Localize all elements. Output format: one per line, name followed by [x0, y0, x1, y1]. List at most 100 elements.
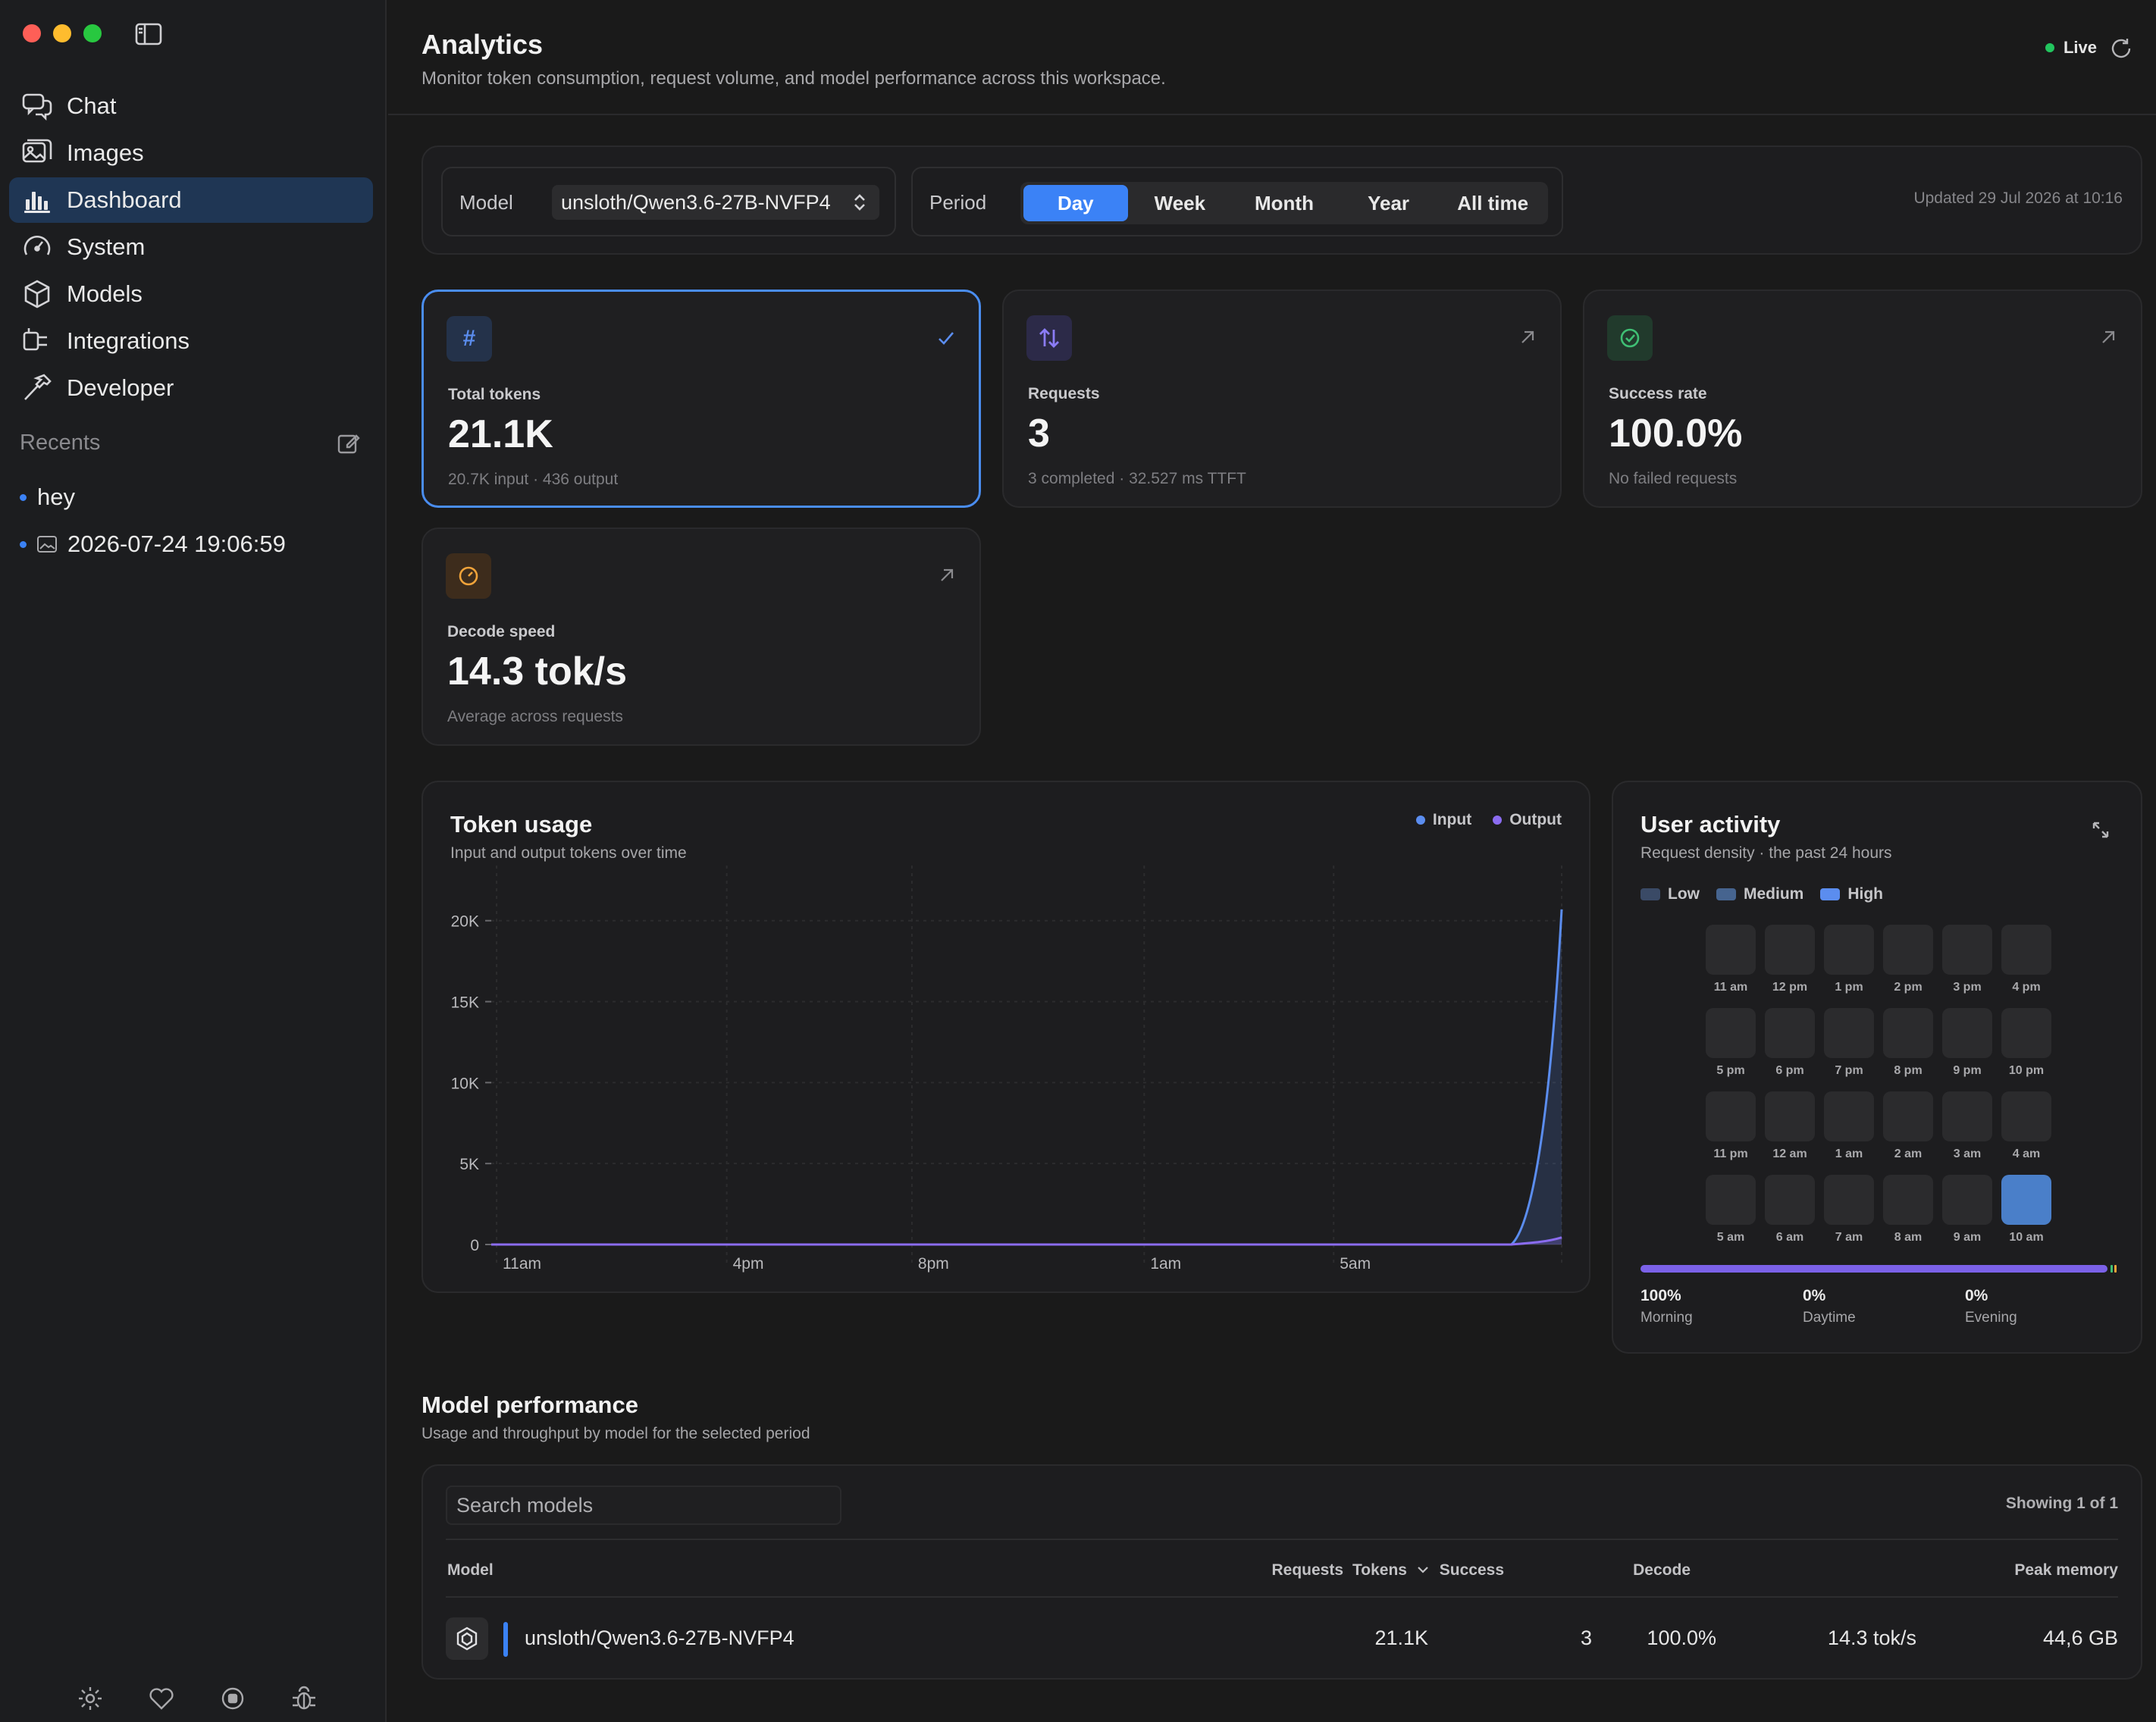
- sidebar-item-label: Dashboard: [67, 186, 182, 213]
- heatmap-cell[interactable]: [1824, 1091, 1874, 1141]
- sidebar-item-developer[interactable]: Developer: [9, 365, 373, 411]
- recents-header: Recents: [20, 430, 361, 456]
- expand-icon[interactable]: [2091, 820, 2111, 840]
- heatmap-hour-label: 6 pm: [1775, 1064, 1804, 1077]
- arrow-up-right-icon[interactable]: [2098, 327, 2118, 347]
- recent-item-label: hey: [37, 484, 75, 510]
- images-icon: [22, 139, 52, 163]
- legend-input[interactable]: Input: [1415, 811, 1471, 829]
- checkmark-icon: [939, 332, 954, 345]
- heatmap-cell[interactable]: [1942, 1175, 1992, 1225]
- heart-icon[interactable]: [147, 1684, 176, 1713]
- token-usage-panel: Token usage Input and output tokens over…: [421, 781, 1590, 1293]
- column-header-success[interactable]: Success: [1439, 1561, 1504, 1579]
- heatmap-cell[interactable]: [2001, 1175, 2051, 1225]
- showing-count: Showing 1 of 1: [2005, 1495, 2118, 1512]
- heatmap-cell[interactable]: [1824, 925, 1874, 975]
- heatmap-cell[interactable]: [1824, 1175, 1874, 1225]
- stat-label: Total tokens: [448, 386, 541, 403]
- heatmap-cell[interactable]: [1706, 1175, 1756, 1225]
- heatmap-cell[interactable]: [1883, 1008, 1933, 1058]
- row-requests: 3: [1580, 1627, 1592, 1649]
- stat-value: 14.3 tok/s: [447, 650, 628, 693]
- heatmap-cell[interactable]: [1942, 925, 1992, 975]
- y-tick-label: 0: [470, 1237, 479, 1254]
- heatmap-hour-label: 4 am: [2012, 1147, 2041, 1160]
- refresh-icon[interactable]: [2109, 36, 2133, 61]
- image-icon: [37, 536, 57, 553]
- heatmap-cell[interactable]: [1706, 925, 1756, 975]
- period-day-button[interactable]: Day: [1023, 185, 1128, 221]
- period-year-button[interactable]: Year: [1368, 191, 1410, 214]
- heatmap-cell[interactable]: [2001, 1008, 2051, 1058]
- sidebar-item-system[interactable]: System: [9, 224, 373, 270]
- stat-card-total-tokens[interactable]: # Total tokens 21.1K 20.7K input · 436 o…: [421, 290, 981, 508]
- minimize-window-button[interactable]: [53, 24, 71, 42]
- heatmap-hour-label: 11 pm: [1713, 1147, 1748, 1160]
- period-month-button[interactable]: Month: [1255, 191, 1314, 214]
- heatmap-cell[interactable]: [1824, 1008, 1874, 1058]
- gear-icon[interactable]: [76, 1684, 105, 1713]
- heatmap-cell[interactable]: [1765, 1175, 1815, 1225]
- legend-output[interactable]: Output: [1493, 811, 1562, 829]
- heatmap-hour-label: 12 am: [1772, 1147, 1807, 1160]
- sidebar-item-label: Developer: [67, 374, 174, 401]
- token-usage-subtitle: Input and output tokens over time: [450, 844, 687, 862]
- model-performance-title: Model performance: [421, 1392, 638, 1418]
- search-models-input[interactable]: [446, 1486, 841, 1525]
- period-week-button[interactable]: Week: [1154, 191, 1206, 214]
- daytime-label: Daytime: [1803, 1310, 1856, 1326]
- heatmap-cell[interactable]: [1883, 1091, 1933, 1141]
- new-chat-icon[interactable]: [337, 431, 361, 456]
- sidebar-item-images[interactable]: Images: [9, 130, 373, 176]
- heatmap-cell[interactable]: [2001, 925, 2051, 975]
- heatmap-cell[interactable]: [1883, 1175, 1933, 1225]
- heatmap-cell[interactable]: [1765, 1091, 1815, 1141]
- sidebar-item-chat[interactable]: Chat: [9, 83, 373, 129]
- heatmap-cell[interactable]: [1765, 925, 1815, 975]
- recent-item[interactable]: hey: [20, 484, 75, 511]
- close-window-button[interactable]: [23, 24, 41, 42]
- period-segmented-control: Day Week Month Year All time: [1020, 182, 1548, 224]
- heatmap-cell[interactable]: [1706, 1091, 1756, 1141]
- sidebar-toggle-icon[interactable]: [135, 23, 162, 45]
- zoom-window-button[interactable]: [83, 24, 102, 42]
- stat-card-requests[interactable]: Requests 3 3 completed · 32.527 ms TTFT: [1002, 290, 1562, 508]
- heatmap-cell[interactable]: [1942, 1008, 1992, 1058]
- column-header-decode[interactable]: Decode: [1633, 1561, 1691, 1579]
- period-filter-label: Period: [929, 191, 987, 214]
- heatmap-cell[interactable]: [2001, 1091, 2051, 1141]
- sidebar-item-dashboard[interactable]: Dashboard: [9, 177, 373, 223]
- heatmap-hour-label: 5 pm: [1716, 1064, 1745, 1077]
- column-header-tokens[interactable]: Tokens: [1352, 1561, 1430, 1580]
- column-header-peak-memory[interactable]: Peak memory: [2014, 1561, 2118, 1579]
- filter-bar: Model unsloth/Qwen3.6-27B-NVFP4 Period D…: [421, 146, 2142, 255]
- model-performance-table: Showing 1 of 1 Model Tokens Requests Suc…: [421, 1464, 2142, 1680]
- heatmap-hour-label: 10 am: [2009, 1231, 2044, 1244]
- model-select[interactable]: unsloth/Qwen3.6-27B-NVFP4: [552, 185, 879, 220]
- period-all-time-button[interactable]: All time: [1457, 191, 1529, 214]
- plug-icon: [23, 328, 47, 351]
- recent-item[interactable]: 2026-07-24 19:06:59: [20, 531, 286, 558]
- stat-card-success-rate[interactable]: Success rate 100.0% No failed requests: [1583, 290, 2142, 508]
- arrow-up-right-icon[interactable]: [937, 565, 957, 585]
- arrow-up-right-icon[interactable]: [1518, 327, 1537, 347]
- heatmap-hour-label: 8 pm: [1894, 1064, 1923, 1077]
- heatmap-hour-label: 2 pm: [1894, 981, 1923, 994]
- heatmap-hour-label: 7 pm: [1835, 1064, 1863, 1077]
- column-header-model[interactable]: Model: [447, 1561, 494, 1579]
- stop-icon[interactable]: [218, 1684, 247, 1713]
- stat-card-decode-speed[interactable]: Decode speed 14.3 tok/s Average across r…: [421, 528, 981, 746]
- live-status-dot: [2045, 43, 2054, 52]
- heatmap-cell[interactable]: [1706, 1008, 1756, 1058]
- bug-icon[interactable]: [290, 1684, 318, 1713]
- user-activity-subtitle: Request density · the past 24 hours: [1641, 844, 1892, 862]
- model-performance-subtitle: Usage and throughput by model for the se…: [421, 1425, 810, 1442]
- heatmap-cell[interactable]: [1883, 925, 1933, 975]
- column-header-requests[interactable]: Requests: [1271, 1561, 1343, 1579]
- sidebar-item-integrations[interactable]: Integrations: [9, 318, 373, 364]
- heatmap-cell[interactable]: [1765, 1008, 1815, 1058]
- sidebar: Chat Images Dashboard System Models Inte…: [0, 0, 387, 1722]
- sidebar-item-models[interactable]: Models: [9, 271, 373, 317]
- heatmap-cell[interactable]: [1942, 1091, 1992, 1141]
